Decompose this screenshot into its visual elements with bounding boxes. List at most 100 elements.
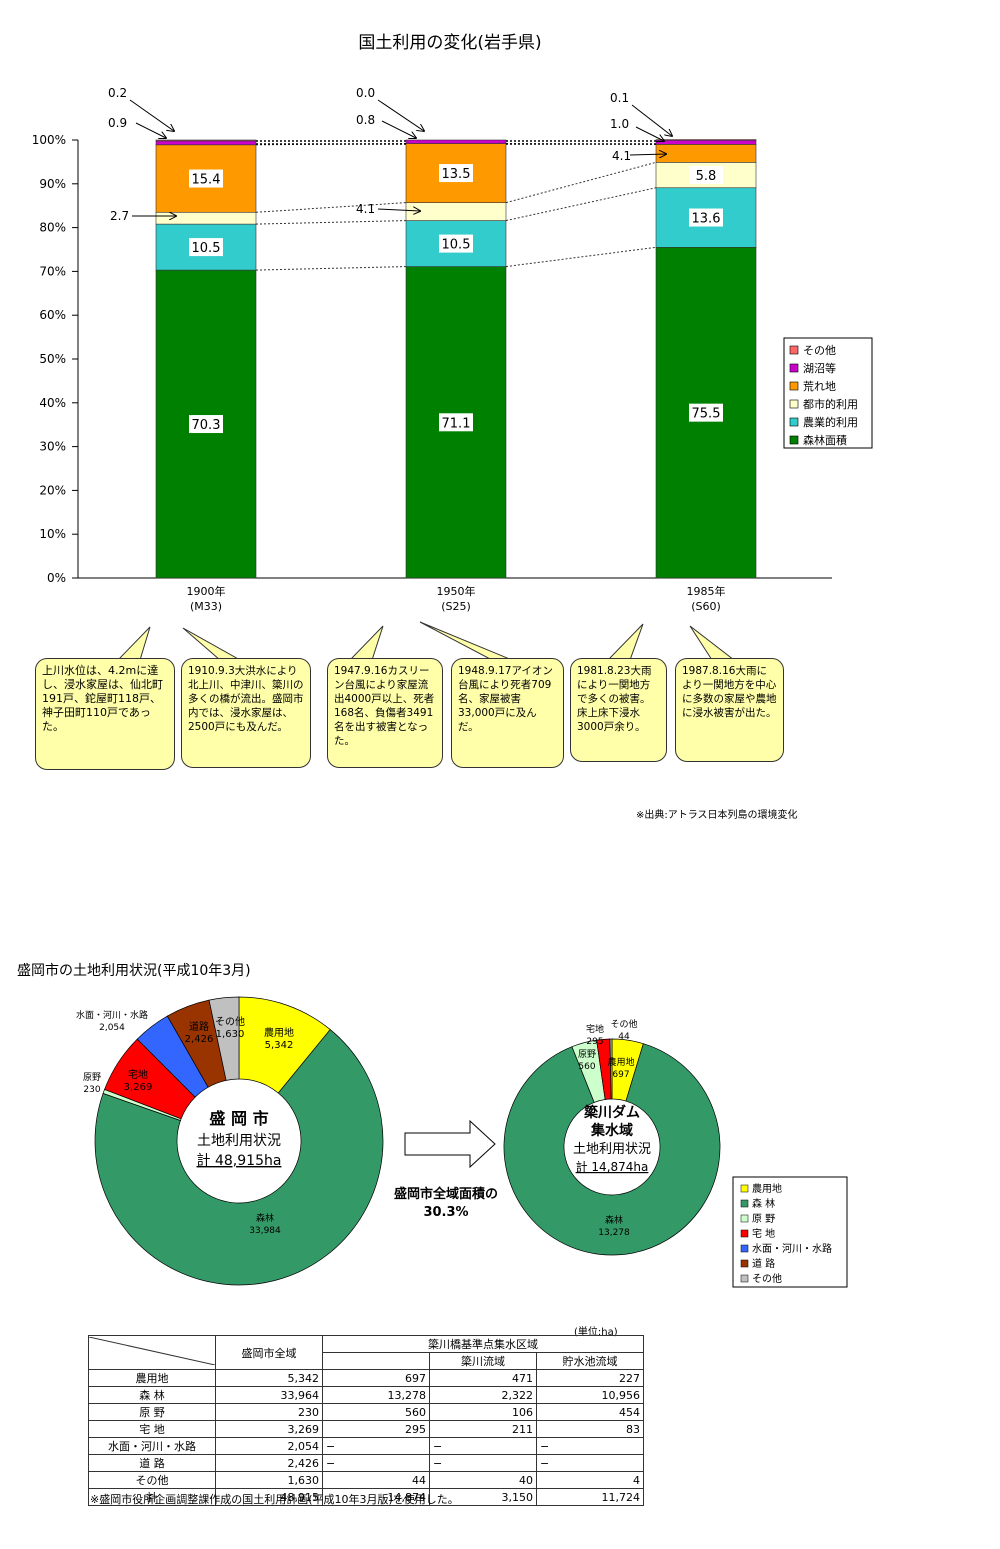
table-cell: 33,964 xyxy=(215,1386,323,1404)
value-label-box xyxy=(439,164,473,183)
slice-value-label: 1,630 xyxy=(216,1029,245,1040)
arrow-1950-other xyxy=(377,99,424,131)
table-cell: − xyxy=(322,1437,430,1455)
table-row: 道 路 2,426− − − xyxy=(88,1454,644,1472)
row-label: 道 路 xyxy=(88,1454,216,1472)
row-label: 森 林 xyxy=(88,1386,216,1404)
value-label: 71.1 xyxy=(442,416,471,431)
table-cell: 560 xyxy=(322,1403,430,1421)
row-label: 農用地 xyxy=(88,1369,216,1387)
y-tick-label: 80% xyxy=(39,221,66,235)
value-label: 75.5 xyxy=(692,407,721,422)
table-cell: 83 xyxy=(536,1420,644,1438)
y-tick-label: 40% xyxy=(39,396,66,410)
slice-category-label: 原野 xyxy=(578,1049,596,1060)
bar-segment xyxy=(655,139,757,141)
bar-segment xyxy=(155,139,257,142)
y-tick-label: 20% xyxy=(39,483,66,497)
slice-category-label: その他 xyxy=(610,1018,637,1030)
legend-label: 原 野 xyxy=(752,1213,775,1225)
donut1-center-sub: 土地利用状況 xyxy=(197,1133,281,1149)
label-1985-waste: 4.1 xyxy=(612,149,631,163)
arrow-1950-lake xyxy=(381,120,416,138)
annotation-bubble: 上川水位は、4.2mに達し、浸水家屋は、仙北町191戸、鉈屋町118戸、神子田町… xyxy=(35,658,175,770)
table-cell: 5,342 xyxy=(215,1369,323,1387)
bar-stacks xyxy=(155,139,757,579)
label-1950-other: 0.0 xyxy=(356,86,375,100)
legend-swatch xyxy=(789,345,799,355)
x-tick-label: (M33) xyxy=(190,600,222,613)
label-1985-lake: 1.0 xyxy=(610,117,629,131)
table-cell: 3,150 xyxy=(429,1488,537,1506)
row-label: 水面・河川・水路 xyxy=(88,1437,216,1455)
slice-value-label: 560 xyxy=(578,1062,595,1072)
table-body: 農用地 5,342 697 471 227 森 林 33,964 13,278 2,322 10,… xyxy=(88,1369,644,1506)
value-label-box xyxy=(189,238,223,257)
donut-slice xyxy=(94,1029,384,1286)
table-cell: − xyxy=(429,1454,537,1472)
value-label-box xyxy=(689,208,723,227)
donut-slice xyxy=(609,1038,613,1100)
legend-swatch xyxy=(740,1274,749,1283)
row-label: その他 xyxy=(88,1471,216,1489)
connector-line xyxy=(505,246,657,268)
annotation-bubble: 1981.8.23大雨により一関地方で多くの被害。床上床下浸水3000戸余り。 xyxy=(570,658,667,762)
y-tick-label: 100% xyxy=(32,133,66,147)
table-cell: 2,426 xyxy=(215,1454,323,1472)
value-label: 13.6 xyxy=(692,212,721,227)
donut2-center-title1: 簗川ダム xyxy=(583,1104,640,1121)
y-tick-label: 70% xyxy=(39,264,66,278)
slice-category-label: 道路 xyxy=(189,1020,209,1033)
table-cell: 454 xyxy=(536,1403,644,1421)
value-label-box xyxy=(439,234,473,253)
value-label: 10.5 xyxy=(442,238,471,253)
legend-label: 農用地 xyxy=(752,1182,782,1195)
bar-segment xyxy=(155,140,257,146)
arrow-1985-other xyxy=(631,104,672,136)
legend-swatch xyxy=(740,1259,749,1268)
table-row: 森 林 33,964 13,278 2,322 10,956 xyxy=(88,1386,644,1404)
legend-swatch xyxy=(740,1229,749,1238)
label-1900-lake: 0.9 xyxy=(108,116,127,130)
donut1-center-total: 計 48,915ha xyxy=(197,1153,282,1169)
donut-slice xyxy=(503,1043,721,1256)
slice-value-label: 2,054 xyxy=(99,1023,125,1033)
table-row: 水面・河川・水路 2,054− − − xyxy=(88,1437,644,1455)
table-corner xyxy=(88,1335,216,1370)
pie-section-title: 盛岡市の土地利用状況(平成10年3月) xyxy=(17,963,251,979)
table-cell: 211 xyxy=(429,1420,537,1438)
slice-category-label: 森林 xyxy=(605,1214,623,1226)
legend-swatch xyxy=(740,1199,749,1208)
connector-lines xyxy=(255,140,657,271)
slice-category-label: その他 xyxy=(215,1015,245,1028)
table-cell: 106 xyxy=(429,1403,537,1421)
y-tick-label: 90% xyxy=(39,177,66,191)
table-cell: 1,630 xyxy=(215,1471,323,1489)
legend-swatch xyxy=(789,399,799,409)
slice-value-label: 230 xyxy=(83,1085,100,1095)
value-label-box xyxy=(689,166,723,185)
bubble-tails xyxy=(116,621,736,661)
y-tick-label: 30% xyxy=(39,440,66,454)
table-cell: − xyxy=(322,1454,430,1472)
legend-swatch xyxy=(789,363,799,373)
table-cell: 4 xyxy=(536,1471,644,1489)
arrow-caption-line2: 30.3% xyxy=(423,1205,468,1220)
legend-label: 農業的利用 xyxy=(803,415,858,429)
table-cell: 295 xyxy=(322,1420,430,1438)
legend-label: 都市的利用 xyxy=(803,397,858,411)
bar-chart-title: 国土利用の変化(岩手県) xyxy=(358,33,541,53)
yanagawa-dam-donut: 農用地 697 森林 13,278 原野 560 宅地 295 その他 44 xyxy=(503,1018,721,1256)
table-row: その他 1,630 44 40 4 xyxy=(88,1471,644,1489)
legend-swatch xyxy=(789,417,799,427)
table-footnote: ※盛岡市役所企画調整課作成の国土利用計画(平成10年3月版)を使用した。 xyxy=(90,1493,459,1506)
header-total-blank xyxy=(322,1352,430,1370)
table-cell: 2,054 xyxy=(215,1437,323,1455)
connector-line xyxy=(505,161,657,204)
value-label-box xyxy=(439,413,473,432)
slice-value-label: 33,984 xyxy=(249,1226,281,1236)
hollow-arrow xyxy=(404,1119,496,1169)
annotation-bubble: 1987.8.16大雨により一関地方を中心に多数の家屋や農地に浸水被害が出た。 xyxy=(675,658,784,762)
